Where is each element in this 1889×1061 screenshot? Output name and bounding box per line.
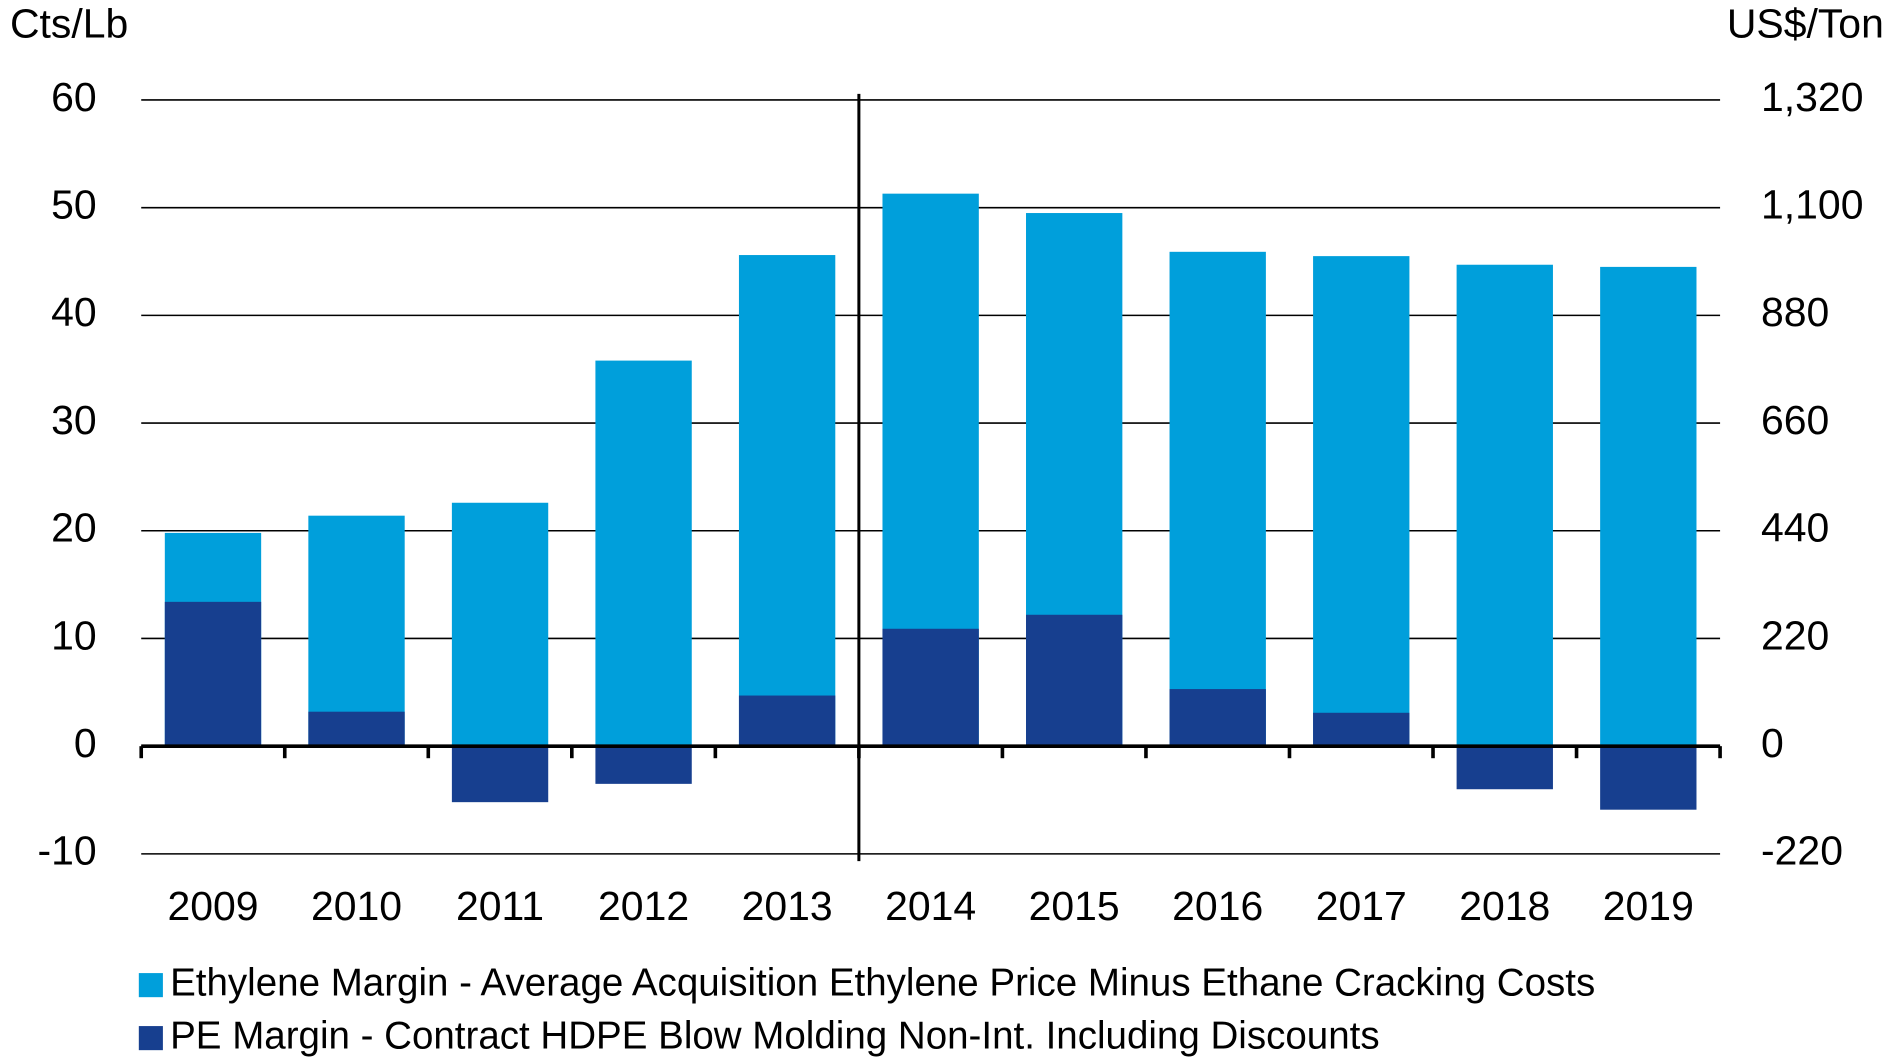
x-tick-label: 2011: [456, 883, 544, 929]
legend-swatch: [138, 1026, 163, 1051]
y-tick-label: 40: [51, 289, 97, 335]
bar: [1313, 256, 1410, 747]
y-tick-label: 20: [51, 505, 97, 551]
bar: [1456, 746, 1553, 790]
bar: [1600, 746, 1697, 810]
legend-swatch: [138, 973, 163, 998]
legend-label: PE Margin - Contract HDPE Blow Molding N…: [170, 1014, 1379, 1057]
bar: [164, 601, 262, 747]
x-tick-label: 2019: [1603, 883, 1694, 929]
x-tick-label: 2009: [167, 883, 258, 929]
y-tick-label: 10: [51, 612, 97, 658]
y2-tick-label: 1,320: [1761, 74, 1863, 120]
x-tick-label: 2012: [598, 883, 689, 929]
x-tick-label: 2016: [1172, 883, 1263, 929]
x-tick-label: 2010: [311, 883, 402, 929]
y-tick-label: 60: [51, 74, 97, 120]
x-tick-label: 2014: [885, 883, 976, 929]
bar: [1456, 264, 1553, 747]
y2-tick-label: 0: [1761, 720, 1784, 766]
bar: [451, 746, 549, 803]
y2-tick-label: 1,100: [1761, 181, 1863, 227]
y2-tick-label: 220: [1761, 612, 1829, 658]
y-tick-label: 30: [51, 397, 97, 443]
y2-axis-label: US$/Ton: [1727, 0, 1884, 46]
x-tick-label: 2015: [1029, 883, 1120, 929]
y2-tick-label: -220: [1761, 828, 1843, 874]
bar: [738, 255, 836, 747]
bar: [1600, 266, 1697, 747]
y-axis-label: Cts/Lb: [10, 0, 128, 46]
x-tick-label: 2018: [1459, 883, 1550, 929]
bar: [1169, 251, 1266, 747]
bar: [595, 746, 692, 784]
bar: [1169, 689, 1266, 747]
bar: [595, 360, 692, 747]
y2-tick-label: 660: [1761, 397, 1829, 443]
x-tick-label: 2017: [1316, 883, 1407, 929]
bar: [308, 711, 405, 747]
y2-tick-label: 880: [1761, 289, 1829, 335]
y-tick-label: 50: [51, 181, 97, 227]
legend-label: Ethylene Margin - Average Acquisition Et…: [170, 961, 1595, 1004]
bar: [1313, 712, 1410, 747]
bar: [882, 628, 979, 747]
y-tick-label: -10: [37, 828, 96, 874]
x-tick-label: 2013: [742, 883, 833, 929]
bar: [738, 695, 836, 747]
bar: [1026, 614, 1123, 747]
bar: [308, 515, 405, 747]
y-tick-label: 0: [74, 720, 97, 766]
y2-tick-label: 440: [1761, 505, 1829, 551]
bar: [451, 502, 549, 747]
